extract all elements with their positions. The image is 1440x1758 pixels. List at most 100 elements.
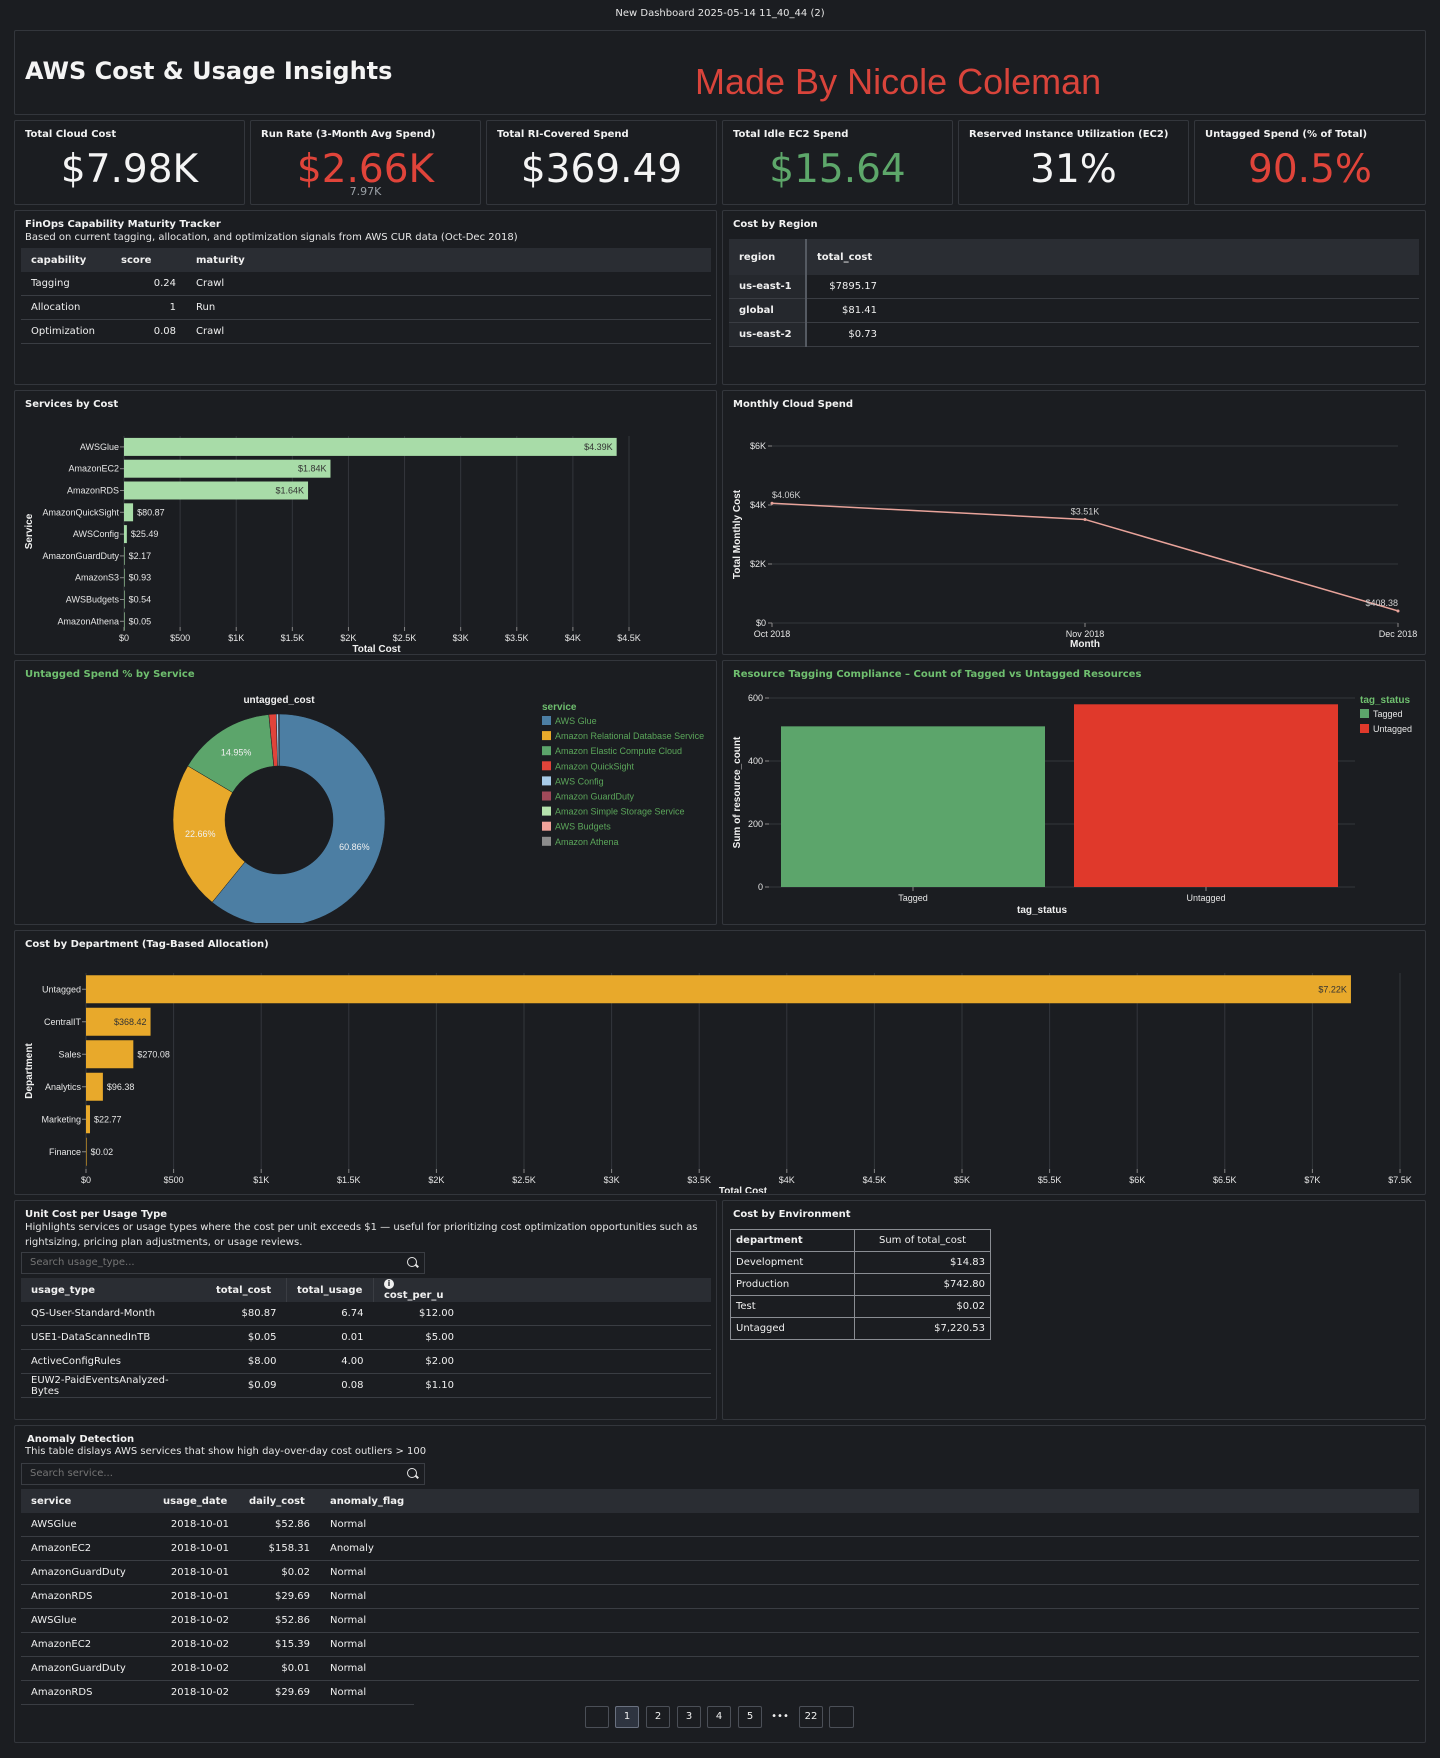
- cell: $14.83: [854, 1251, 991, 1274]
- data-label: $96.38: [107, 1082, 135, 1092]
- y-tick-label: AmazonEC2: [68, 464, 119, 474]
- pagination-page-4[interactable]: 4: [707, 1706, 731, 1728]
- column-header[interactable]: anomaly_flag: [320, 1489, 415, 1513]
- watermark-text: Made By Nicole Coleman: [695, 61, 1102, 102]
- table-row: us-east-2 $0.73: [729, 322, 1419, 347]
- x-tick-label: $4K: [565, 633, 581, 643]
- pagination-page-3[interactable]: 3: [677, 1706, 701, 1728]
- pagination-page-1[interactable]: 1: [615, 1706, 639, 1728]
- x-tick-label: $7K: [1304, 1175, 1320, 1185]
- environment-pivot-table: department Sum of total_cost Development…: [730, 1229, 991, 1340]
- info-icon[interactable]: i: [384, 1279, 394, 1289]
- cell: $0.09: [206, 1373, 287, 1398]
- table-row: ActiveConfigRules $8.00 4.00 $2.00: [21, 1349, 711, 1374]
- search-input[interactable]: [30, 1468, 350, 1479]
- cell: $29.69: [239, 1584, 320, 1609]
- column-header[interactable]: total_usage: [286, 1278, 374, 1302]
- pagination-prev-button[interactable]: [585, 1706, 609, 1728]
- panel-subtitle: This table dislays AWS services that sho…: [25, 1446, 427, 1457]
- search-input[interactable]: [30, 1257, 350, 1268]
- pagination-next-button[interactable]: [829, 1706, 854, 1728]
- cell: 6.74: [286, 1302, 374, 1326]
- panel-title: FinOps Capability Maturity Tracker: [25, 219, 221, 230]
- y-tick-label: AmazonAthena: [57, 616, 119, 626]
- service-search[interactable]: [21, 1463, 425, 1485]
- kpi-card-untagged-spend[interactable]: Untagged Spend (% of Total) 90.5%: [1194, 120, 1426, 205]
- table-row: AmazonGuardDuty 2018-10-01 $0.02 Normal: [21, 1560, 1419, 1585]
- x-tick-label: $1.5K: [337, 1175, 361, 1185]
- x-tick-label: $500: [164, 1175, 184, 1185]
- kpi-card-idle-ec2[interactable]: Total Idle EC2 Spend $15.64: [722, 120, 953, 205]
- column-header[interactable]: total_cost: [806, 239, 887, 275]
- column-header[interactable]: usage_type: [21, 1278, 206, 1302]
- x-tick-label: Dec 2018: [1379, 629, 1418, 639]
- y-tick-label: Marketing: [41, 1114, 81, 1124]
- dashboard-title: AWS Cost & Usage Insights: [25, 57, 393, 85]
- cell: $80.87: [206, 1302, 287, 1326]
- cell: 0.08: [286, 1373, 374, 1398]
- x-tick-label: $6K: [1129, 1175, 1145, 1185]
- column-header[interactable]: region: [729, 239, 807, 275]
- x-tick-label: $3K: [453, 633, 469, 643]
- cell: $1.10: [373, 1373, 464, 1398]
- column-header[interactable]: service: [21, 1489, 153, 1513]
- cell: AmazonEC2: [21, 1632, 153, 1657]
- cell: Crawl: [186, 319, 261, 344]
- column-header[interactable]: department: [730, 1229, 855, 1252]
- kpi-value: $15.64: [769, 147, 906, 192]
- bar: [86, 1040, 134, 1069]
- cell: $5.00: [373, 1325, 464, 1350]
- cell: Test: [730, 1295, 855, 1318]
- table-row: Production $742.80: [730, 1273, 991, 1296]
- cell: EUW2-PaidEventsAnalyzed-Bytes: [21, 1373, 206, 1398]
- panel-title: Anomaly Detection: [27, 1434, 135, 1445]
- data-label: $25.49: [131, 529, 159, 539]
- kpi-card-ri-utilization[interactable]: Reserved Instance Utilization (EC2) 31%: [958, 120, 1189, 205]
- cell: Normal: [320, 1584, 415, 1609]
- column-header[interactable]: usage_date: [153, 1489, 239, 1513]
- x-axis-title: Total Cost: [719, 1186, 768, 1193]
- usage-type-search[interactable]: [21, 1252, 425, 1274]
- y-axis-title: Department: [24, 1043, 35, 1099]
- chart-title: untagged_cost: [243, 695, 315, 706]
- pagination-page-last[interactable]: 22: [799, 1706, 823, 1728]
- y-axis-title: Service: [24, 513, 35, 549]
- legend-swatch: [542, 716, 551, 725]
- column-header-with-icon[interactable]: icost_per_u: [373, 1278, 464, 1302]
- pagination-page-5[interactable]: 5: [738, 1706, 762, 1728]
- y-tick-label: 200: [748, 819, 763, 829]
- services-by-cost-panel: Services by Cost $0 $500 $1K $1.5K $2K $2.5K $…: [14, 390, 717, 655]
- search-icon[interactable]: [407, 1468, 417, 1478]
- kpi-title: Total Cloud Cost: [25, 129, 117, 140]
- cell: us-east-1: [729, 275, 807, 299]
- panel-title: Cost by Region: [733, 219, 818, 230]
- kpi-card-total-cloud-cost[interactable]: Total Cloud Cost $7.98K: [14, 120, 245, 205]
- cell: 2018-10-02: [153, 1680, 239, 1705]
- panel-subtitle: Highlights services or usage types where…: [25, 1222, 698, 1248]
- column-header[interactable]: daily_cost: [239, 1489, 320, 1513]
- column-header[interactable]: maturity: [186, 248, 261, 272]
- kpi-card-ri-covered[interactable]: Total RI-Covered Spend $369.49: [486, 120, 717, 205]
- cell: 2018-10-01: [153, 1560, 239, 1585]
- cell: $52.86: [239, 1513, 320, 1537]
- table-row: AWSGlue 2018-10-02 $52.86 Normal: [21, 1608, 1419, 1633]
- table-row: AWSGlue 2018-10-01 $52.86 Normal: [21, 1513, 1419, 1537]
- kpi-title: Total Idle EC2 Spend: [733, 129, 849, 140]
- legend-swatch: [542, 761, 551, 771]
- pagination-page-2[interactable]: 2: [646, 1706, 670, 1728]
- x-tick-label: Untagged: [1186, 893, 1225, 903]
- data-label: $4.39K: [584, 442, 613, 452]
- data-point: [770, 501, 774, 505]
- column-header[interactable]: Sum of total_cost: [854, 1229, 991, 1252]
- column-header[interactable]: total_cost: [206, 1278, 287, 1302]
- cell: AmazonRDS: [21, 1584, 153, 1609]
- column-header[interactable]: capability: [21, 248, 111, 272]
- data-label: $3.51K: [1071, 506, 1100, 516]
- column-header[interactable]: score: [111, 248, 186, 272]
- search-icon[interactable]: [407, 1257, 417, 1267]
- x-tick-label: $4K: [779, 1175, 795, 1185]
- kpi-card-run-rate[interactable]: Run Rate (3-Month Avg Spend) $2.66K 7.97…: [250, 120, 481, 205]
- panel-title: Cost by Department (Tag-Based Allocation…: [25, 939, 269, 950]
- x-tick-label: Oct 2018: [754, 629, 791, 639]
- bar: [124, 590, 125, 609]
